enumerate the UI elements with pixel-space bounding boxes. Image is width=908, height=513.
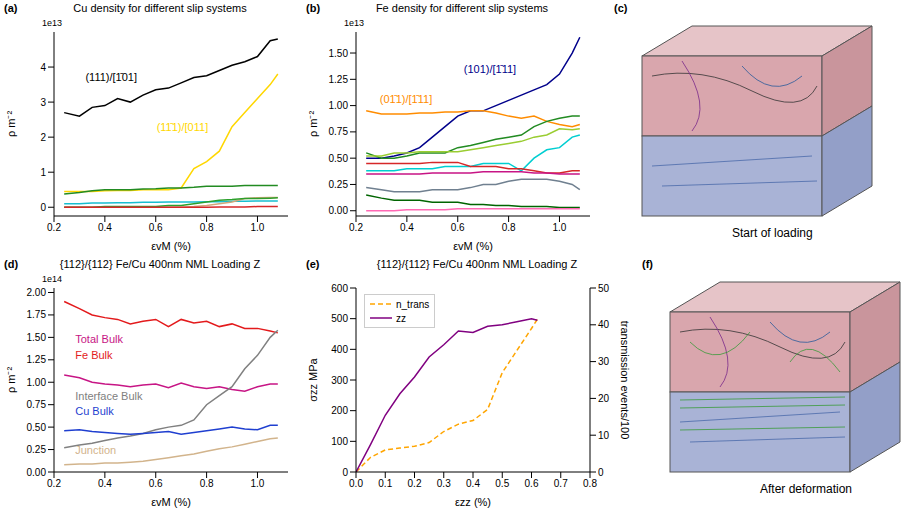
svg-text:0.75: 0.75: [329, 126, 349, 137]
html-text:1e13: 1e13: [42, 18, 62, 28]
svg-text:(11̄1)/[011]: (11̄1)/[011]: [157, 121, 209, 133]
svg-text:0.4: 0.4: [98, 478, 112, 489]
svg-text:0.4: 0.4: [98, 222, 112, 233]
svg-text:0.8: 0.8: [200, 222, 214, 233]
svg-text:1: 1: [40, 167, 46, 178]
svg-text:transmission events/100: transmission events/100: [619, 321, 631, 440]
html-text:{112}/{112} Fe/Cu 400nm NML Lo: {112}/{112} Fe/Cu 400nm NML Loading Z: [59, 258, 261, 270]
svg-text:0.6: 0.6: [451, 222, 465, 233]
svg-text:0.2: 0.2: [349, 222, 363, 233]
svg-text:1.25: 1.25: [329, 74, 349, 85]
svg-text:σzz MPa: σzz MPa: [307, 357, 319, 401]
svg-text:1.50: 1.50: [27, 332, 47, 343]
svg-text:2: 2: [40, 132, 46, 143]
svg-text:0: 0: [40, 202, 46, 213]
svg-text:0: 0: [598, 467, 604, 478]
svg-text:200: 200: [331, 405, 348, 416]
html-text:(d): (d): [4, 258, 18, 270]
svg-text:10: 10: [598, 430, 610, 441]
svg-text:0.50: 0.50: [27, 422, 47, 433]
svg-text:(111)/[1̄01]: (111)/[1̄01]: [85, 71, 137, 83]
svg-text:0.5: 0.5: [495, 478, 509, 489]
svg-text:1.75: 1.75: [27, 309, 47, 320]
svg-text:300: 300: [331, 375, 348, 386]
svg-text:εvM (%): εvM (%): [151, 240, 191, 252]
svg-text:1.00: 1.00: [27, 377, 47, 388]
svg-text:50: 50: [598, 283, 610, 294]
svg-text:ρ m⁻²: ρ m⁻²: [5, 111, 17, 137]
svg-text:1.50: 1.50: [329, 48, 349, 59]
svg-text:0.00: 0.00: [27, 467, 47, 478]
svg-text:0.6: 0.6: [149, 478, 163, 489]
html-text:(f): (f): [642, 258, 653, 270]
svg-text:0.00: 0.00: [329, 205, 349, 216]
svg-text:0.4: 0.4: [466, 478, 480, 489]
svg-text:0.7: 0.7: [554, 478, 568, 489]
svg-text:500: 500: [331, 313, 348, 324]
html-text:After deformation: After deformation: [760, 482, 852, 496]
html-text:zz: zz: [396, 312, 406, 324]
html-text:(b): (b): [306, 2, 320, 14]
svg-text:40: 40: [598, 319, 610, 330]
svg-text:0.2: 0.2: [408, 478, 422, 489]
svg-text:0.4: 0.4: [400, 222, 414, 233]
svg-text:εzz (%): εzz (%): [455, 496, 491, 508]
html-text:Cu density for different slip: Cu density for different slip systems: [73, 2, 247, 14]
svg-text:0.8: 0.8: [502, 222, 516, 233]
svg-text:0.75: 0.75: [27, 399, 47, 410]
svg-text:Junction: Junction: [75, 444, 116, 456]
svg-text:Interface Bulk: Interface Bulk: [75, 390, 143, 402]
html-text:(a): (a): [4, 2, 18, 14]
svg-text:Total Bulk: Total Bulk: [75, 333, 123, 345]
svg-text:Cu Bulk: Cu Bulk: [75, 405, 114, 417]
svg-text:(101)/[1̄11]: (101)/[1̄11]: [464, 63, 516, 75]
svg-text:3: 3: [40, 97, 46, 108]
svg-text:ρ m⁻²: ρ m⁻²: [5, 367, 17, 393]
svg-text:600: 600: [331, 283, 348, 294]
svg-text:100: 100: [331, 436, 348, 447]
html-text:(e): (e): [306, 258, 320, 270]
svg-text:0: 0: [342, 467, 348, 478]
svg-text:1.25: 1.25: [27, 354, 47, 365]
html-text:Fe density for different slip: Fe density for different slip systems: [375, 2, 549, 14]
svg-text:4: 4: [40, 62, 46, 73]
svg-text:0.8: 0.8: [583, 478, 597, 489]
html-text:n_trans: n_trans: [396, 298, 430, 310]
html-text:Start of loading: Start of loading: [732, 226, 813, 240]
svg-text:0.1: 0.1: [378, 478, 392, 489]
html-text:{112}/{112} Fe/Cu 400nm NML Lo: {112}/{112} Fe/Cu 400nm NML Loading Z: [376, 258, 578, 270]
svg-text:30: 30: [598, 356, 610, 367]
svg-text:0.2: 0.2: [47, 478, 61, 489]
svg-text:20: 20: [598, 393, 610, 404]
svg-text:εvM (%): εvM (%): [453, 240, 493, 252]
svg-text:Fe Bulk: Fe Bulk: [75, 349, 113, 361]
svg-text:(01̄1)/[1̄11]: (01̄1)/[1̄11]: [380, 93, 432, 105]
svg-text:1.0: 1.0: [251, 222, 265, 233]
svg-text:ρ m⁻²: ρ m⁻²: [307, 111, 319, 137]
svg-text:εvM (%): εvM (%): [151, 496, 191, 508]
html-text:1e13: 1e13: [344, 18, 364, 28]
svg-text:1.00: 1.00: [329, 100, 349, 111]
svg-text:2.00: 2.00: [27, 287, 47, 298]
html-text:1e14: 1e14: [42, 274, 62, 284]
svg-text:0.0: 0.0: [349, 478, 363, 489]
svg-text:1.0: 1.0: [251, 478, 265, 489]
svg-text:0.6: 0.6: [525, 478, 539, 489]
svg-text:0.25: 0.25: [329, 179, 349, 190]
html-text:(c): (c): [614, 2, 628, 14]
svg-text:0.2: 0.2: [47, 222, 61, 233]
svg-text:400: 400: [331, 344, 348, 355]
svg-text:0.50: 0.50: [329, 153, 349, 164]
svg-text:0.8: 0.8: [200, 478, 214, 489]
svg-text:0.25: 0.25: [27, 444, 47, 455]
svg-text:0.6: 0.6: [149, 222, 163, 233]
svg-text:1.0: 1.0: [553, 222, 567, 233]
svg-text:0.3: 0.3: [437, 478, 451, 489]
